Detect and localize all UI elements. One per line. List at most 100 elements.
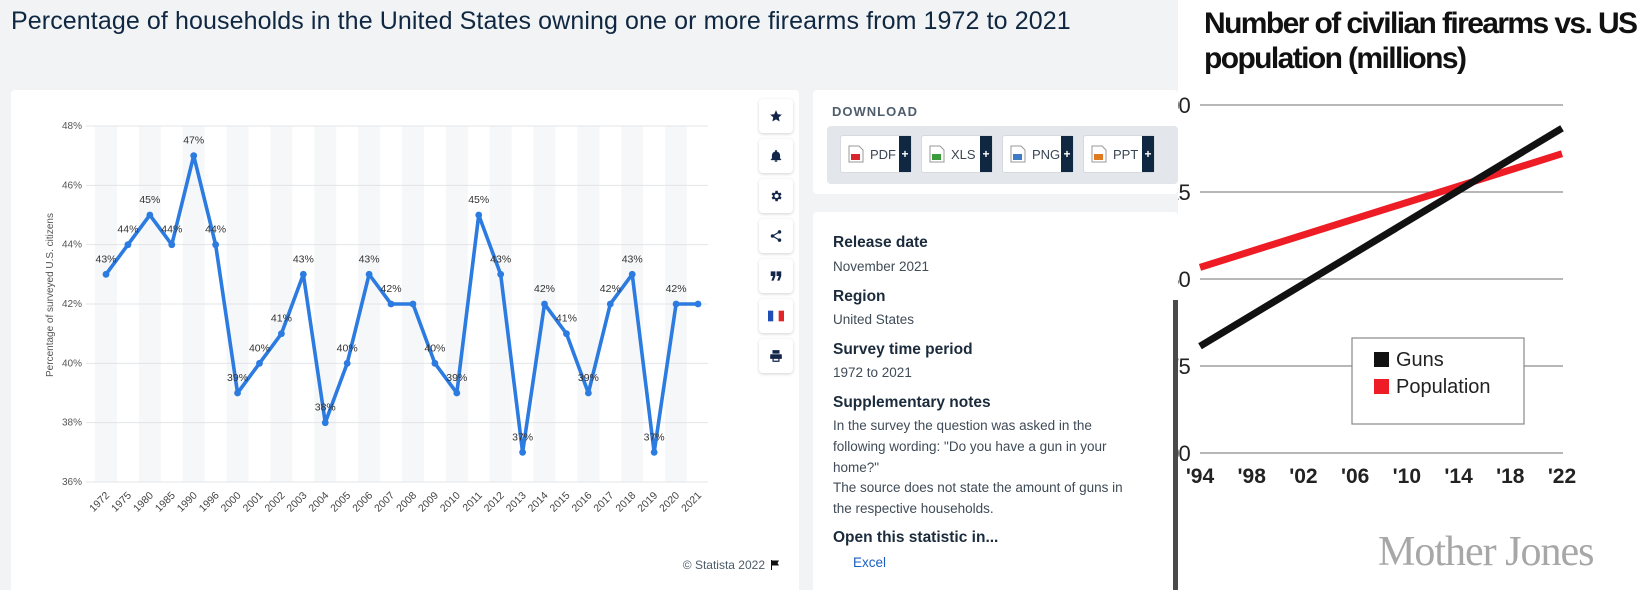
data-point (299, 270, 307, 278)
data-point (519, 448, 526, 456)
data-point (409, 300, 417, 308)
x-tick-label: 1975 (109, 490, 134, 515)
x-tick-label: 2016 (569, 490, 594, 515)
open-statistic-label: Open this statistic in... (833, 529, 999, 546)
mj-x-tick-label: '98 (1238, 465, 1267, 488)
cite-button[interactable] (759, 259, 793, 293)
y-tick-label: 42% (62, 299, 82, 310)
x-tick-label: 1972 (87, 490, 112, 515)
data-point (497, 270, 505, 278)
data-label: 43% (95, 253, 116, 265)
x-tick-label: 2020 (657, 490, 682, 515)
flag-icon[interactable] (769, 559, 781, 571)
open-in-excel-link[interactable]: Excel (853, 555, 887, 570)
data-label: 43% (622, 253, 643, 265)
favorite-button[interactable] (759, 99, 793, 133)
y-tick-label: 46% (62, 180, 82, 191)
y-tick-label: 48% (62, 121, 82, 132)
data-point (453, 389, 461, 397)
x-tick-label: 2006 (350, 490, 375, 515)
notification-button[interactable] (759, 139, 793, 173)
series-line (104, 153, 698, 455)
y-tick-label: 38% (62, 418, 82, 429)
data-point (541, 300, 548, 308)
mj-legend-swatch (1374, 352, 1389, 367)
copyright: © Statista 2022 (683, 558, 781, 572)
download-pdf-button[interactable]: PDF + (840, 135, 912, 173)
data-label: 39% (446, 372, 467, 384)
share-button[interactable] (759, 219, 793, 253)
supplementary-notes-1: In the survey the question was asked in … (833, 418, 1107, 475)
data-point (146, 211, 154, 219)
region-value: United States (833, 312, 915, 327)
data-label: 39% (227, 372, 248, 384)
mj-y-tick-label: 325 (1178, 180, 1190, 205)
gear-icon (771, 190, 782, 202)
bell-icon (770, 149, 782, 162)
settings-button[interactable] (759, 179, 793, 213)
data-point (365, 270, 373, 278)
mj-y-tick-label: 400 (1178, 93, 1190, 118)
x-tick-label: 2004 (306, 490, 331, 515)
mj-legend-label: Guns (1396, 349, 1444, 371)
language-button[interactable] (759, 299, 793, 333)
mj-legend-swatch (1374, 379, 1389, 394)
x-tick-label: 2017 (591, 490, 616, 515)
data-point (343, 359, 351, 367)
data-point (694, 300, 702, 308)
mj-x-tick-label: '18 (1496, 465, 1525, 488)
data-label: 44% (117, 224, 138, 236)
data-point (212, 241, 220, 249)
mj-x-tick-label: '14 (1444, 465, 1473, 488)
mj-x-tick-label: '10 (1393, 465, 1421, 488)
data-label: 38% (315, 402, 336, 414)
x-tick-label: 2021 (679, 490, 704, 515)
plus-icon: + (1061, 136, 1073, 172)
x-tick-label: 2001 (241, 490, 266, 515)
data-label: 42% (534, 283, 555, 295)
data-point (234, 389, 241, 397)
xls-file-icon (929, 145, 945, 163)
data-point (628, 270, 636, 278)
data-label: 45% (468, 194, 489, 206)
mj-x-tick-label: '02 (1289, 465, 1317, 488)
data-point (190, 152, 198, 160)
survey-period-label: Survey time period (833, 341, 973, 358)
data-label: 42% (666, 283, 687, 295)
data-label: 43% (293, 253, 314, 265)
data-label: 43% (359, 253, 380, 265)
y-tick-label: 44% (62, 240, 82, 251)
scrollbar[interactable] (1173, 300, 1178, 590)
x-tick-label: 2019 (635, 490, 660, 515)
download-ppt-label: PPT (1113, 146, 1139, 162)
x-tick-label: 2015 (548, 490, 573, 515)
x-tick-label: 2013 (504, 490, 529, 515)
download-pdf-label: PDF (870, 146, 896, 162)
download-label: DOWNLOAD (832, 104, 918, 119)
data-label: 39% (578, 372, 599, 384)
data-point (168, 241, 176, 249)
print-button[interactable] (759, 339, 793, 373)
download-ppt-button[interactable]: PPT + (1083, 135, 1155, 173)
plus-icon: + (980, 136, 992, 172)
mother-jones-panel: Number of civilian firearms vs. US popul… (1178, 0, 1646, 590)
download-png-label: PNG (1032, 146, 1061, 162)
data-label: 44% (205, 224, 226, 236)
x-tick-label: 2000 (219, 490, 244, 515)
data-point (102, 270, 110, 278)
ppt-file-icon (1091, 145, 1107, 163)
download-png-button[interactable]: PNG + (1002, 135, 1074, 173)
x-tick-label: 2011 (460, 490, 485, 515)
mj-x-tick-label: '22 (1548, 465, 1576, 488)
mj-y-tick-label: 175 (1178, 354, 1190, 379)
x-tick-label: 1985 (153, 490, 178, 515)
data-label: 42% (381, 283, 402, 295)
region-label: Region (833, 288, 886, 305)
share-icon (770, 230, 782, 242)
data-point (124, 241, 132, 249)
y-axis-label: Percentage of surveyed U.S. citizens (45, 213, 56, 377)
print-icon (770, 350, 782, 362)
data-point (256, 359, 263, 367)
download-xls-button[interactable]: XLS + (921, 135, 993, 173)
data-point (606, 300, 614, 308)
